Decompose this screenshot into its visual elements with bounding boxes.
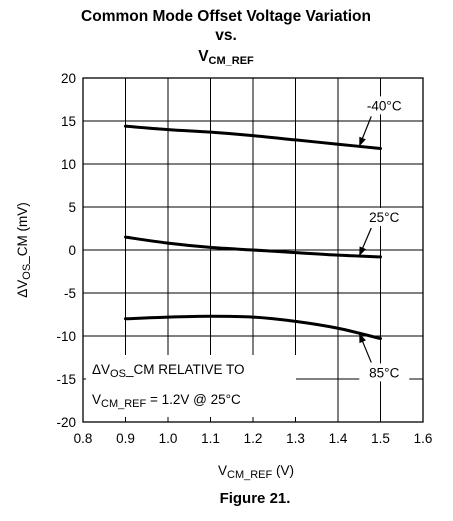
- figure-caption: Figure 21.: [220, 490, 291, 507]
- series-layer: [124, 124, 382, 341]
- callout-label-background: [359, 208, 410, 227]
- x-tick-label: 0.9: [116, 431, 135, 446]
- y-tick-label: 20: [61, 71, 76, 86]
- annotation-line2: VCM_REF = 1.2V @ 25°C: [92, 392, 241, 410]
- series-label: -40°C: [367, 98, 402, 113]
- series-callouts: -40°C 25°C 85°C: [358, 96, 410, 382]
- callout-label-background: [359, 96, 410, 115]
- y-tick-label: 10: [61, 157, 76, 172]
- callout-label-background: [359, 363, 410, 382]
- y-tick-label: -5: [64, 286, 76, 301]
- x-tick-label: 1.3: [286, 431, 305, 446]
- y-tick-labels: 20 15 10 5 0 -5 -10 -15 -20: [56, 71, 76, 430]
- x-tick-label: 1.4: [329, 431, 348, 446]
- chart-title-line3: VCM_REF: [198, 48, 254, 67]
- annotation-background: [86, 355, 296, 417]
- series-line: [124, 124, 382, 151]
- chart-title-line2: vs.: [215, 27, 237, 44]
- series-label: 25°C: [369, 210, 399, 225]
- y-tick-label: 15: [61, 114, 76, 129]
- x-tick-label: 1.6: [414, 431, 433, 446]
- x-tick-label: 1.2: [244, 431, 263, 446]
- callout-arrowhead: [359, 246, 367, 257]
- y-tick-label: 0: [68, 243, 76, 258]
- x-axis-label: VCM_REF (V): [218, 463, 294, 481]
- y-axis-label: ΔVOS_CM (mV): [15, 202, 33, 297]
- callout-arrowhead: [359, 136, 366, 147]
- x-tick-label: 0.8: [74, 431, 93, 446]
- chart-title-line1: Common Mode Offset Voltage Variation: [81, 8, 371, 25]
- annotation-line1: ΔVOS_CM RELATIVE TO: [92, 362, 244, 380]
- plot-frame: [82, 77, 424, 423]
- y-tick-label: -20: [56, 415, 76, 430]
- x-tick-labels: 0.8 0.9 1.0 1.1 1.2 1.3 1.4 1.5 1.6: [74, 431, 433, 446]
- series-label: 85°C: [369, 365, 399, 380]
- x-tick-label: 1.5: [371, 431, 390, 446]
- plot-area: -40°C 25°C 85°C: [82, 77, 424, 423]
- y-tick-label: -15: [56, 372, 76, 387]
- y-tick-label: -10: [56, 329, 76, 344]
- x-tick-label: 1.0: [159, 431, 178, 446]
- x-tick-label: 1.1: [201, 431, 220, 446]
- y-tick-label: 5: [68, 200, 76, 215]
- series-line: [124, 314, 382, 341]
- callout-arrowhead: [359, 333, 366, 344]
- series-line: [124, 235, 382, 259]
